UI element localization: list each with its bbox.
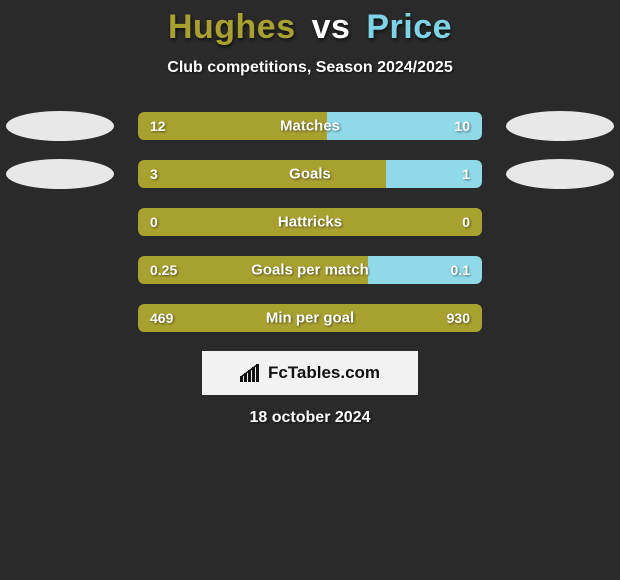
stat-bar: 0.25 0.1 Goals per match [138,256,482,284]
stat-label: Hattricks [278,214,342,231]
title-player2: Price [366,8,452,46]
attribution-text: FcTables.com [268,363,380,383]
player-oval-left [6,111,114,141]
stat-value-left: 0.25 [150,262,177,278]
stat-row: 469 930 Min per goal [0,303,620,333]
stat-value-right: 930 [447,310,470,326]
subtitle: Club competitions, Season 2024/2025 [0,59,620,77]
player-oval-right [506,159,614,189]
stat-label: Goals [289,166,331,183]
stat-bar: 0 0 Hattricks [138,208,482,236]
stat-value-left: 0 [150,214,158,230]
date-text: 18 october 2024 [0,409,620,427]
bar-fill-left [138,160,386,188]
stat-value-right: 0.1 [451,262,470,278]
comparison-infographic: Hughes vs Price Club competitions, Seaso… [0,0,620,427]
title-vs: vs [312,8,351,46]
stat-bar: 469 930 Min per goal [138,304,482,332]
stat-label: Matches [280,118,340,135]
stat-rows: 12 10 Matches 3 1 Goals 0 0 Hattricks 0.25 0.1 Goal… [0,111,620,333]
stat-row: 3 1 Goals [0,159,620,189]
stat-row: 12 10 Matches [0,111,620,141]
stat-row: 0.25 0.1 Goals per match [0,255,620,285]
stat-value-right: 1 [462,166,470,182]
stat-value-left: 12 [150,118,166,134]
stat-value-left: 469 [150,310,173,326]
stat-value-right: 10 [454,118,470,134]
stat-value-right: 0 [462,214,470,230]
stat-label: Min per goal [266,310,354,327]
player-oval-left [6,159,114,189]
stat-bar: 3 1 Goals [138,160,482,188]
stat-bar: 12 10 Matches [138,112,482,140]
stat-label: Goals per match [251,262,369,279]
bars-icon [240,364,262,382]
stat-row: 0 0 Hattricks [0,207,620,237]
title-player1: Hughes [168,8,296,46]
attribution-badge: FcTables.com [202,351,418,395]
stat-value-left: 3 [150,166,158,182]
player-oval-right [506,111,614,141]
page-title: Hughes vs Price [0,8,620,47]
